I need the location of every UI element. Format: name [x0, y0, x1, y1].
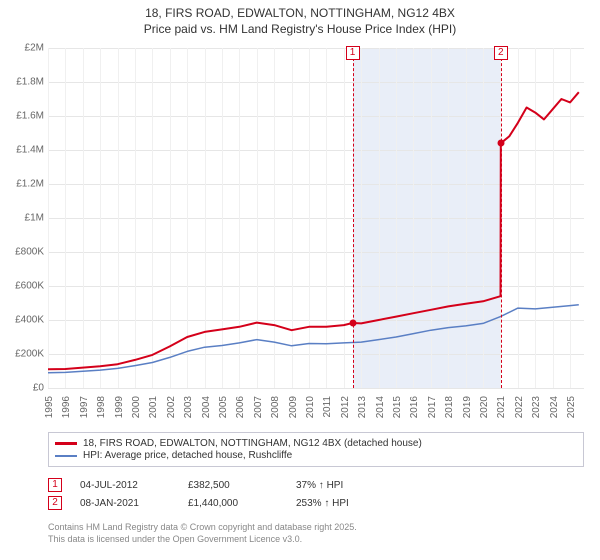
y-tick-label: £1.6M: [0, 111, 44, 122]
x-tick-label: 2003: [183, 396, 194, 418]
line-series-svg: [48, 48, 584, 388]
x-tick-label: 2008: [270, 396, 281, 418]
gridline-horizontal: [48, 388, 584, 389]
sales-row-marker: 2: [48, 496, 62, 510]
x-tick-label: 2002: [166, 396, 177, 418]
sales-row-pct: 253% ↑ HPI: [296, 498, 386, 509]
sales-row-date: 04-JUL-2012: [80, 480, 170, 491]
x-tick-label: 2010: [305, 396, 316, 418]
x-tick-label: 2006: [235, 396, 246, 418]
sales-row: 1 04-JUL-2012 £382,500 37% ↑ HPI: [48, 478, 584, 492]
legend-row-price-paid: 18, FIRS ROAD, EDWALTON, NOTTINGHAM, NG1…: [55, 438, 577, 449]
x-tick-label: 2004: [201, 396, 212, 418]
sale-marker-box: 1: [346, 46, 360, 60]
x-tick-label: 2019: [462, 396, 473, 418]
sales-row-price: £382,500: [188, 480, 278, 491]
sales-row-marker: 1: [48, 478, 62, 492]
x-tick-label: 2021: [496, 396, 507, 418]
y-tick-label: £1M: [0, 213, 44, 224]
legend-box: 18, FIRS ROAD, EDWALTON, NOTTINGHAM, NG1…: [48, 432, 584, 467]
legend-label-price-paid: 18, FIRS ROAD, EDWALTON, NOTTINGHAM, NG1…: [83, 438, 422, 449]
y-axis-labels: £0£200K£400K£600K£800K£1M£1.2M£1.4M£1.6M…: [0, 48, 46, 388]
y-tick-label: £800K: [0, 247, 44, 258]
y-tick-label: £200K: [0, 349, 44, 360]
x-tick-label: 2018: [444, 396, 455, 418]
x-tick-label: 2022: [514, 396, 525, 418]
chart-title-block: 18, FIRS ROAD, EDWALTON, NOTTINGHAM, NG1…: [0, 0, 600, 37]
footer-line-1: Contains HM Land Registry data © Crown c…: [48, 522, 357, 534]
sales-row: 2 08-JAN-2021 £1,440,000 253% ↑ HPI: [48, 496, 584, 510]
x-tick-label: 2024: [549, 396, 560, 418]
x-tick-label: 2012: [340, 396, 351, 418]
x-tick-label: 2014: [375, 396, 386, 418]
x-tick-label: 2015: [392, 396, 403, 418]
title-line-2: Price paid vs. HM Land Registry's House …: [0, 22, 600, 38]
sale-marker-line: [353, 48, 354, 388]
x-tick-label: 1997: [79, 396, 90, 418]
x-tick-label: 1998: [96, 396, 107, 418]
sales-table: 1 04-JUL-2012 £382,500 37% ↑ HPI 2 08-JAN-202…: [48, 478, 584, 514]
title-line-1: 18, FIRS ROAD, EDWALTON, NOTTINGHAM, NG1…: [0, 6, 600, 22]
x-tick-label: 2025: [566, 396, 577, 418]
x-tick-label: 2000: [131, 396, 142, 418]
legend-label-hpi: HPI: Average price, detached house, Rush…: [83, 450, 292, 461]
sales-row-pct: 37% ↑ HPI: [296, 480, 386, 491]
sale-marker-line: [501, 48, 502, 388]
y-tick-label: £1.8M: [0, 77, 44, 88]
x-tick-label: 1996: [61, 396, 72, 418]
x-axis-labels: 1995199619971998199920002001200220032004…: [48, 390, 584, 426]
legend-swatch-price-paid: [55, 442, 77, 445]
footer-line-2: This data is licensed under the Open Gov…: [48, 534, 357, 546]
y-tick-label: £1.2M: [0, 179, 44, 190]
sales-row-price: £1,440,000: [188, 498, 278, 509]
y-tick-label: £1.4M: [0, 145, 44, 156]
x-tick-label: 2017: [427, 396, 438, 418]
footer-attribution: Contains HM Land Registry data © Crown c…: [48, 522, 357, 545]
plot-area: 12: [48, 48, 584, 388]
y-tick-label: £400K: [0, 315, 44, 326]
sale-marker-box: 2: [494, 46, 508, 60]
x-tick-label: 1999: [114, 396, 125, 418]
legend-row-hpi: HPI: Average price, detached house, Rush…: [55, 450, 577, 461]
legend-swatch-hpi: [55, 455, 77, 457]
x-tick-label: 2023: [531, 396, 542, 418]
sale-point-dot: [349, 319, 356, 326]
x-tick-label: 2005: [218, 396, 229, 418]
x-tick-label: 2016: [409, 396, 420, 418]
x-tick-label: 2020: [479, 396, 490, 418]
y-tick-label: £0: [0, 383, 44, 394]
x-tick-label: 2009: [288, 396, 299, 418]
x-tick-label: 2011: [322, 396, 333, 418]
x-tick-label: 1995: [44, 396, 55, 418]
x-tick-label: 2001: [148, 396, 159, 418]
x-tick-label: 2007: [253, 396, 264, 418]
x-tick-label: 2013: [357, 396, 368, 418]
y-tick-label: £600K: [0, 281, 44, 292]
y-tick-label: £2M: [0, 43, 44, 54]
series-line-price_paid: [48, 92, 579, 369]
sales-row-date: 08-JAN-2021: [80, 498, 170, 509]
sale-point-dot: [497, 140, 504, 147]
